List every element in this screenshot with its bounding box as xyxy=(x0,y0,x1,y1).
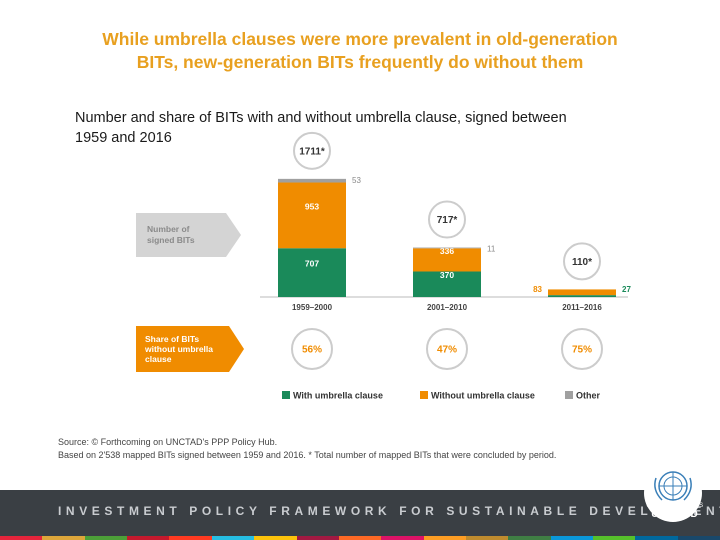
share-circle-1 xyxy=(426,328,468,370)
total-circle-2 xyxy=(563,242,601,281)
category-label-1: 2001–2010 xyxy=(427,303,468,312)
total-circle-0 xyxy=(293,131,331,170)
share-label-2: 75% xyxy=(572,345,592,356)
un-emblem-icon xyxy=(644,464,702,522)
legend-label-with-umbrella: With umbrella clause xyxy=(293,391,383,401)
chart-subtitle: Number and share of BITs with and withou… xyxy=(75,108,655,148)
total-label-2: 110* xyxy=(572,257,592,268)
footer-bar: INVESTMENT POLICY FRAMEWORK FOR SUSTAINA… xyxy=(0,490,720,540)
share-circle-0 xyxy=(291,328,333,370)
footer-text: INVESTMENT POLICY FRAMEWORK FOR SUSTAINA… xyxy=(58,504,720,518)
total-label-0: 1711* xyxy=(299,146,325,157)
total-circle-1 xyxy=(428,200,466,239)
title-line-2: BITs, new-generation BITs frequently do … xyxy=(136,52,584,72)
bar-value-label: 336 xyxy=(440,246,454,256)
bar-other-0 xyxy=(278,178,346,183)
stripe-segment xyxy=(296,536,339,540)
legend-swatch-with-umbrella xyxy=(282,391,290,399)
bar-value-label: 370 xyxy=(440,270,454,280)
stripe-segment xyxy=(593,536,636,540)
stripe-segment xyxy=(84,536,128,540)
un-wordmark: UNITED NATIONS UNCTAD xyxy=(640,503,710,520)
source-line-2: Based on 2'538 mapped BITs signed betwee… xyxy=(58,450,557,460)
stripe-segment xyxy=(381,536,424,540)
stripe-segment xyxy=(550,536,594,540)
stripe-segment xyxy=(0,536,43,540)
category-label-2: 2011–2016 xyxy=(562,303,602,312)
share-circle-2 xyxy=(561,328,603,370)
slide-title: While umbrella clauses were more prevale… xyxy=(0,28,720,74)
legend-swatch-without-umbrella xyxy=(420,391,428,399)
bar-with-2 xyxy=(548,295,616,297)
un-small-label: UNITED NATIONS xyxy=(646,503,704,509)
stripe-segment xyxy=(42,536,85,540)
legend-swatch-other xyxy=(565,391,573,399)
share-label-line-3: clause xyxy=(145,354,172,364)
stripe-segment xyxy=(423,536,466,540)
share-label-0: 56% xyxy=(302,345,322,356)
subtitle-line-2: 1959 and 2016 xyxy=(75,130,172,146)
bar-with-1 xyxy=(413,271,481,297)
number-label-line-2: signed BITs xyxy=(147,235,195,245)
stripe-segment xyxy=(465,536,509,540)
subtitle-line-1: Number and share of BITs with and withou… xyxy=(75,110,567,126)
bar-without-0 xyxy=(278,182,346,249)
stripe-segment xyxy=(127,536,170,540)
side-label-other-1: 11 xyxy=(487,245,496,254)
bar-value-label: 953 xyxy=(305,201,319,211)
source-note: Source: © Forthcoming on UNCTAD's PPP Po… xyxy=(58,436,556,462)
bar-group: 707 953 1711* 1959–2000 56% 53 370 336 717* 2001–… xyxy=(278,131,631,370)
side-label-without-2: 83 xyxy=(533,285,542,294)
stripe-segment xyxy=(211,536,255,540)
stacked-bar-chart: Number of signed BITs Share of BITs with… xyxy=(136,131,631,401)
side-label-with-2: 27 xyxy=(622,285,631,294)
number-label-line-1: Number of xyxy=(147,224,190,234)
bar-with-0 xyxy=(278,248,346,297)
stripe-segment xyxy=(338,536,382,540)
category-label-0: 1959–2000 xyxy=(292,303,333,312)
share-label-1: 47% xyxy=(437,345,457,356)
stripe-segment xyxy=(169,536,212,540)
share-label-arrow xyxy=(136,326,244,372)
bar-without-2 xyxy=(548,289,616,296)
stripe-segment xyxy=(254,536,297,540)
title-line-1: While umbrella clauses were more prevale… xyxy=(102,29,618,49)
bar-other-1 xyxy=(413,247,481,249)
number-label-arrow xyxy=(136,213,241,257)
bar-value-label: 707 xyxy=(305,259,319,269)
stripe-segment xyxy=(677,536,720,540)
side-label-other-0: 53 xyxy=(352,176,361,185)
legend: With umbrella clause Without umbrella cl… xyxy=(282,391,601,401)
share-label-line-1: Share of BITs xyxy=(145,334,199,344)
stripe-segment xyxy=(508,536,551,540)
legend-label-without-umbrella: Without umbrella clause xyxy=(431,391,535,401)
total-label-1: 717* xyxy=(437,215,458,226)
source-line-1: Source: © Forthcoming on UNCTAD's PPP Po… xyxy=(58,437,278,447)
share-label-line-2: without umbrella xyxy=(144,344,213,354)
bar-without-1 xyxy=(413,248,481,272)
sdg-color-stripe xyxy=(0,536,720,540)
stripe-segment xyxy=(635,536,678,540)
legend-label-other: Other xyxy=(576,391,601,401)
unctad-label: UNCTAD xyxy=(651,509,699,520)
